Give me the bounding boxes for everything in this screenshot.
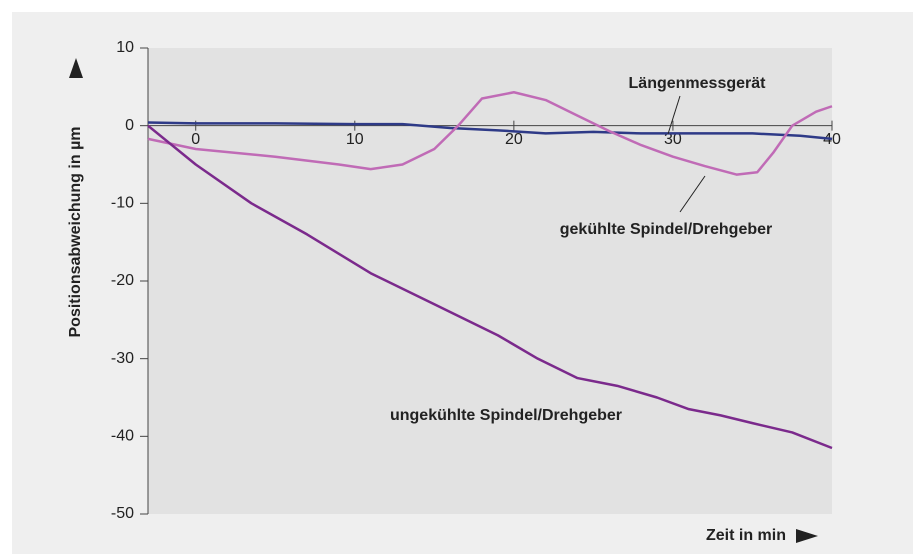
x-tick-label: 30 — [664, 131, 682, 148]
x-tick-label: 10 — [346, 131, 364, 148]
y-axis-label: Positionsabweichung in µm — [67, 126, 84, 337]
y-tick-label: -10 — [111, 195, 134, 212]
series-label: Längenmessgerät — [629, 75, 767, 92]
y-tick-label: -30 — [111, 350, 134, 367]
leader-line — [667, 95, 681, 135]
y-arrow — [69, 58, 83, 78]
y-tick-label: -20 — [111, 272, 134, 289]
x-arrow — [796, 529, 818, 543]
data-line — [147, 91, 833, 176]
y-tick-label: -40 — [111, 428, 134, 445]
y-tick-label: 10 — [116, 39, 134, 56]
data-line — [147, 121, 833, 141]
x-tick-label: 40 — [823, 131, 841, 148]
series-label: gekühlte Spindel/Drehgeber — [560, 221, 772, 238]
x-tick-label: 0 — [191, 131, 200, 148]
x-axis-label: Zeit in min — [706, 527, 786, 544]
plot-area — [148, 48, 832, 514]
y-tick-label: 0 — [125, 117, 134, 134]
x-tick-label: 20 — [505, 131, 523, 148]
leader-line — [679, 175, 706, 213]
y-tick-label: -50 — [111, 505, 134, 522]
data-line — [147, 124, 833, 450]
series-label: ungekühlte Spindel/Drehgeber — [390, 407, 622, 424]
